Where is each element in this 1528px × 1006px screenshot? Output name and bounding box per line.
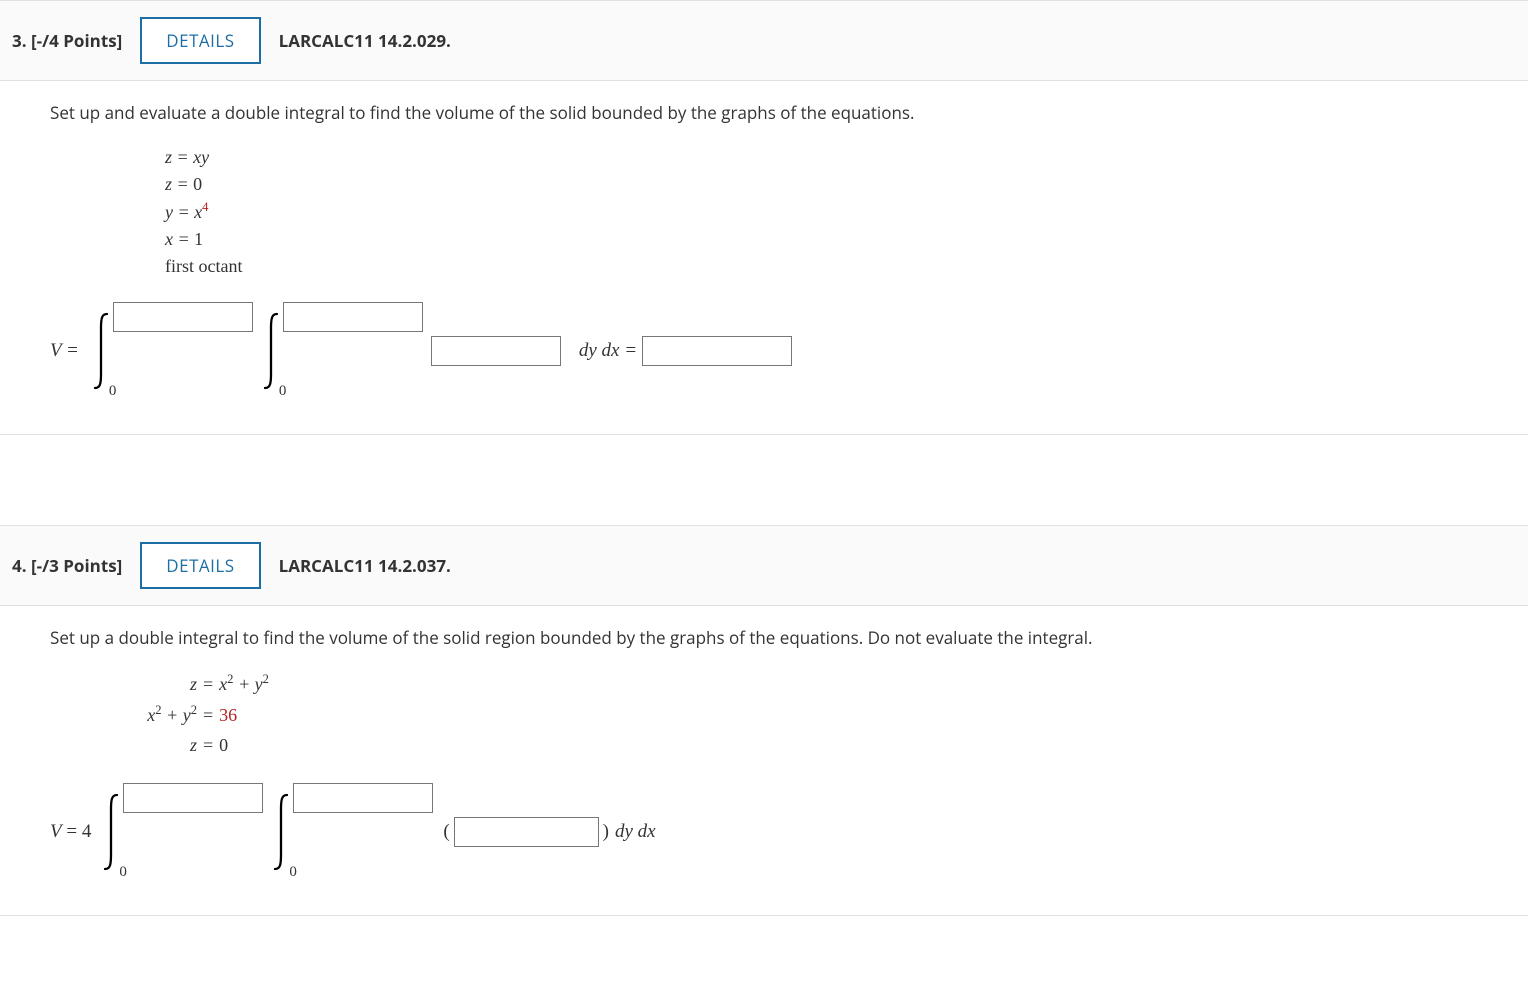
- eqn-rhs-sup: 4: [202, 200, 208, 214]
- formula-lhs: V = 4: [50, 821, 91, 843]
- equation-row: z = 0: [165, 171, 1478, 198]
- equation-list: z = x2 + y2 x2 + y2 = 36 z = 0: [125, 669, 1478, 761]
- details-button[interactable]: DETAILS: [140, 17, 260, 64]
- question-reference: LARCALC11 14.2.037.: [279, 554, 451, 577]
- question-number-points: 4. [-/3 Points]: [12, 554, 122, 577]
- question-header: 3. [-/4 Points] DETAILS LARCALC11 14.2.0…: [0, 1, 1528, 81]
- eqn-rhs-base: x: [194, 202, 202, 222]
- details-button[interactable]: DETAILS: [140, 542, 260, 589]
- open-paren: (: [443, 821, 449, 843]
- points-label: [-/4 Points]: [31, 29, 122, 52]
- points-label: [-/3 Points]: [31, 554, 122, 577]
- inner-integral: 0: [267, 789, 433, 875]
- eqn-lhs: x: [165, 229, 173, 249]
- eqn-rhs: xy: [193, 147, 209, 167]
- question-prompt: Set up a double integral to find the vol…: [50, 626, 1478, 649]
- eqn-lhs: x2 + y2: [125, 700, 197, 731]
- eqn-var: z: [190, 674, 197, 694]
- formula-lhs: V =: [50, 340, 79, 362]
- question-body: Set up a double integral to find the vol…: [0, 606, 1528, 915]
- answer-input[interactable]: [642, 336, 792, 366]
- integrand-input[interactable]: [431, 336, 561, 366]
- eqn-text: first octant: [165, 256, 242, 276]
- integral-formula: V = 0 0 dy dx =: [50, 308, 1478, 394]
- equation-row: y = x4: [165, 198, 1478, 226]
- outer-upper-bound-input[interactable]: [123, 783, 263, 813]
- equation-row: z = 0: [125, 730, 1478, 761]
- outer-lower-bound: 0: [119, 864, 127, 881]
- outer-integral: 0: [97, 789, 263, 875]
- formula-lhs-var: V: [50, 821, 62, 842]
- differential: dy dx: [615, 821, 656, 843]
- eqn-lhs: z: [125, 669, 197, 700]
- eqn-rhs: 0: [193, 174, 202, 194]
- eqn-var: z: [190, 735, 197, 755]
- eqn-rhs: 0: [219, 730, 228, 761]
- eqn-lhs: z: [125, 730, 197, 761]
- integral-formula: V = 4 0 0 ( ) dy dx: [50, 789, 1478, 875]
- equation-list: z = xy z = 0 y = x4 x = 1 first octant: [165, 144, 1478, 280]
- inner-lower-bound: 0: [279, 383, 287, 400]
- equation-row: x2 + y2 = 36: [125, 700, 1478, 731]
- eqn-rhs: 36: [219, 700, 237, 731]
- integral-bounds: 0: [291, 789, 433, 875]
- question-number: 4.: [12, 554, 27, 577]
- equation-row: first octant: [165, 253, 1478, 280]
- equals-sign: =: [625, 340, 636, 362]
- outer-integral: 0: [87, 308, 253, 394]
- equation-row: z = xy: [165, 144, 1478, 171]
- eqn-sup: 2: [155, 703, 161, 717]
- inner-lower-bound: 0: [289, 864, 297, 881]
- eqn-lhs: z: [165, 147, 172, 167]
- eqn-rhs: 1: [194, 229, 203, 249]
- question-body: Set up and evaluate a double integral to…: [0, 81, 1528, 434]
- eqn-eq: =: [197, 730, 219, 761]
- question-reference: LARCALC11 14.2.029.: [279, 29, 451, 52]
- eqn-lhs: z: [165, 174, 172, 194]
- question-prompt: Set up and evaluate a double integral to…: [50, 101, 1478, 124]
- eqn-var: y: [255, 674, 263, 694]
- question-4: 4. [-/3 Points] DETAILS LARCALC11 14.2.0…: [0, 525, 1528, 916]
- inner-upper-bound-input[interactable]: [293, 783, 433, 813]
- differential: dy dx: [579, 340, 620, 362]
- inner-integral: 0: [257, 308, 423, 394]
- eqn-var: x: [219, 674, 227, 694]
- eqn-rhs: x2 + y2: [219, 669, 269, 700]
- eqn-sup: 2: [263, 672, 269, 686]
- eqn-var: y: [183, 705, 191, 725]
- integral-bounds: 0: [281, 308, 423, 394]
- outer-lower-bound: 0: [109, 383, 117, 400]
- eqn-eq: =: [197, 669, 219, 700]
- question-3: 3. [-/4 Points] DETAILS LARCALC11 14.2.0…: [0, 0, 1528, 435]
- outer-upper-bound-input[interactable]: [113, 302, 253, 332]
- question-number: 3.: [12, 29, 27, 52]
- integral-bounds: 0: [121, 789, 263, 875]
- inner-upper-bound-input[interactable]: [283, 302, 423, 332]
- question-header: 4. [-/3 Points] DETAILS LARCALC11 14.2.0…: [0, 526, 1528, 606]
- eqn-eq: =: [197, 700, 219, 731]
- equation-row: x = 1: [165, 226, 1478, 253]
- equation-row: z = x2 + y2: [125, 669, 1478, 700]
- close-paren: ): [603, 821, 609, 843]
- formula-lhs-coef: = 4: [62, 821, 92, 842]
- eqn-sup: 2: [227, 672, 233, 686]
- integrand-input[interactable]: [454, 817, 599, 847]
- integral-bounds: 0: [111, 308, 253, 394]
- eqn-lhs: y: [165, 202, 173, 222]
- question-number-points: 3. [-/4 Points]: [12, 29, 122, 52]
